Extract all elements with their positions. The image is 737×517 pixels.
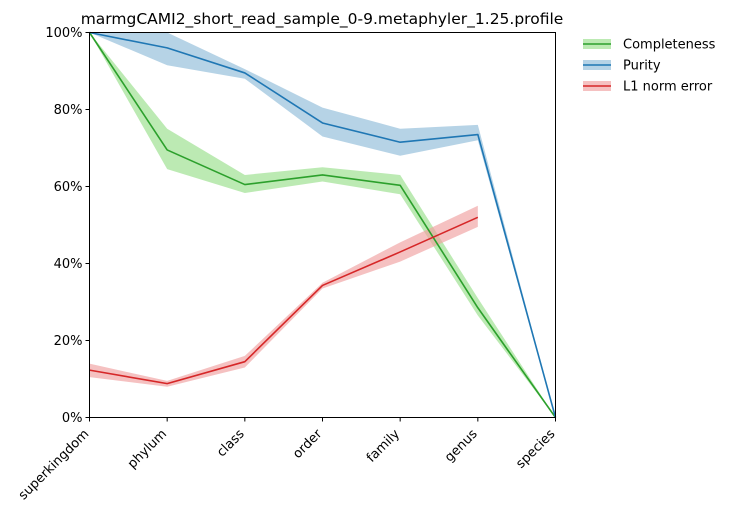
y-axis: 0% 20% 40% 60% 80% 100% (45, 26, 90, 426)
legend-item-purity[interactable]: Purity (583, 59, 661, 74)
series-lines (88, 31, 557, 418)
x-tick-label: species (513, 427, 558, 472)
y-tick-label: 0% (62, 411, 83, 426)
legend-label: Completeness (623, 38, 716, 53)
legend-label: Purity (623, 59, 661, 74)
x-tick-label: genus (442, 427, 481, 466)
x-tick-label: phylum (125, 427, 170, 472)
x-tick-label: class (214, 427, 248, 461)
legend-item-completeness[interactable]: Completeness (583, 38, 716, 53)
x-axis: superkingdom phylum class order family genus s… (16, 417, 558, 503)
x-tick-label: family (364, 427, 403, 466)
purity-line (89, 31, 557, 418)
plot-area-frame (89, 32, 556, 418)
l1-norm-error-line (89, 216, 479, 385)
y-tick-label: 80% (54, 103, 83, 118)
y-tick-label: 60% (54, 180, 83, 195)
chart-title: marmgCAMI2_short_read_sample_0-9.metaphy… (81, 10, 564, 29)
y-tick-label: 100% (45, 26, 82, 41)
y-tick-label: 20% (54, 334, 83, 349)
y-tick-label: 40% (54, 257, 83, 272)
x-tick-label: superkingdom (16, 427, 92, 503)
l1-norm-error-band (89, 205, 478, 387)
series-bands (89, 32, 556, 418)
legend-item-l1-norm-error[interactable]: L1 norm error (583, 80, 713, 95)
completeness-band (89, 32, 556, 418)
legend-label: L1 norm error (623, 80, 713, 95)
x-tick-label: order (290, 426, 326, 462)
legend[interactable]: Completeness Purity L1 norm error (583, 38, 716, 95)
completeness-line (88, 32, 557, 418)
purity-band (89, 32, 556, 418)
